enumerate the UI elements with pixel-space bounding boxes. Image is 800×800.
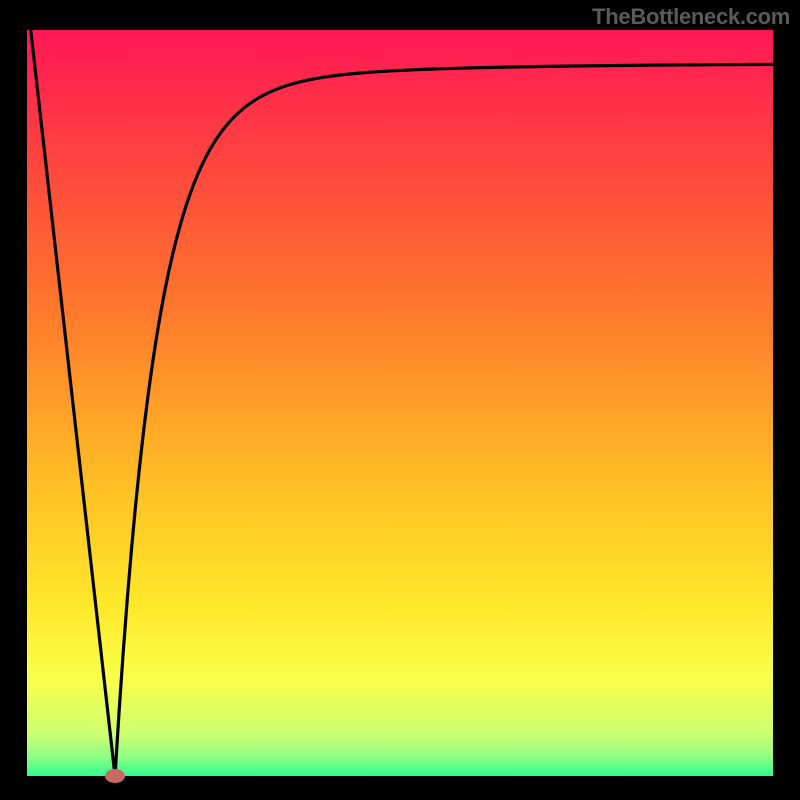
bottleneck-curve xyxy=(27,30,773,776)
chart-frame xyxy=(27,30,773,776)
attribution-text: TheBottleneck.com xyxy=(592,4,790,30)
minimum-marker xyxy=(105,769,125,783)
curve-path xyxy=(31,30,773,776)
